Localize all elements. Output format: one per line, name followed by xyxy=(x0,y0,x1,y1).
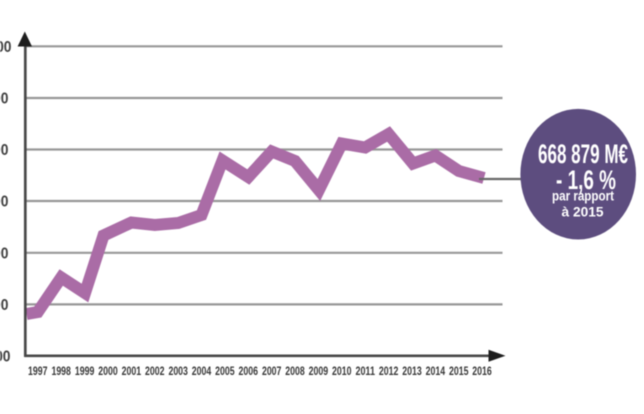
svg-text:1997: 1997 xyxy=(28,366,48,378)
svg-text:500 000: 500 000 xyxy=(0,245,9,262)
svg-text:2016: 2016 xyxy=(472,366,492,378)
svg-text:2012: 2012 xyxy=(379,366,399,378)
svg-text:2008: 2008 xyxy=(285,366,305,378)
svg-text:2007: 2007 xyxy=(262,366,282,378)
svg-text:1999: 1999 xyxy=(75,366,95,378)
svg-text:2002: 2002 xyxy=(145,366,165,378)
svg-text:2009: 2009 xyxy=(309,366,329,378)
svg-text:650 000: 650 000 xyxy=(0,91,9,108)
svg-text:600 000: 600 000 xyxy=(0,142,9,159)
svg-text:à 2015: à 2015 xyxy=(562,205,604,220)
svg-text:2006: 2006 xyxy=(239,366,259,378)
svg-text:700 000: 700 000 xyxy=(0,39,12,56)
svg-text:- 1,6 %: - 1,6 % xyxy=(556,165,616,195)
svg-text:2004: 2004 xyxy=(192,366,212,378)
svg-text:2014: 2014 xyxy=(426,366,446,378)
svg-text:2001: 2001 xyxy=(122,366,142,378)
svg-text:2000: 2000 xyxy=(98,366,118,378)
svg-text:1998: 1998 xyxy=(51,366,71,378)
svg-text:2015: 2015 xyxy=(449,366,469,378)
svg-text:450 000: 450 000 xyxy=(0,297,9,314)
svg-text:668 879 M€: 668 879 M€ xyxy=(538,139,628,169)
svg-text:2003: 2003 xyxy=(168,366,188,378)
svg-text:550 000: 550 000 xyxy=(0,194,9,211)
svg-text:2011: 2011 xyxy=(355,366,375,378)
svg-text:2010: 2010 xyxy=(332,366,352,378)
svg-text:2005: 2005 xyxy=(215,366,235,378)
svg-text:par rapport: par rapport xyxy=(552,189,614,204)
svg-text:400 000: 400 000 xyxy=(0,348,11,365)
svg-text:2013: 2013 xyxy=(402,366,422,378)
